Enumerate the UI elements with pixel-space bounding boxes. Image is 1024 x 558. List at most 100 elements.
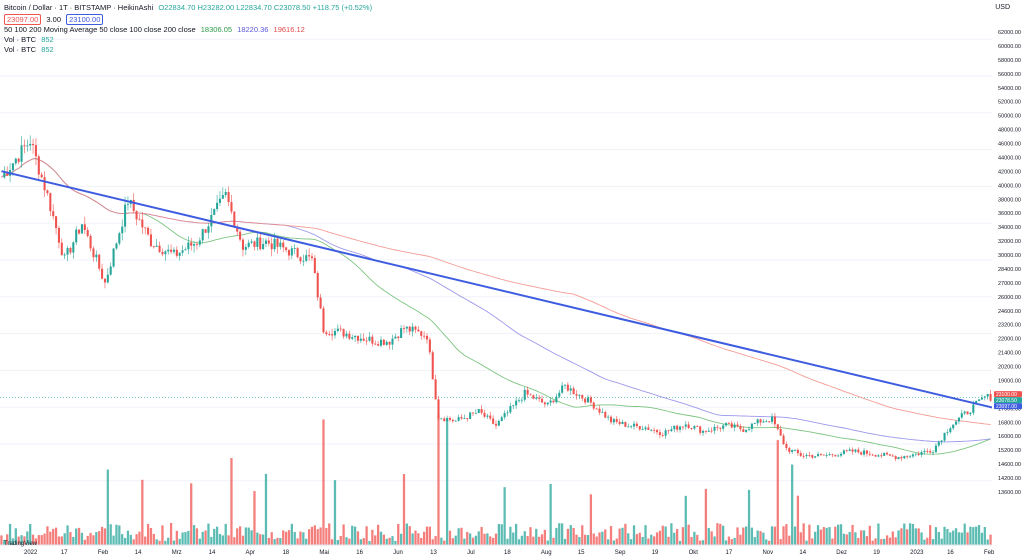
candle-body <box>966 411 969 415</box>
candle-body <box>526 389 529 395</box>
volume-bar <box>710 531 713 545</box>
volume-bar <box>75 528 78 545</box>
volume-bar <box>796 495 800 545</box>
volume-bar <box>558 523 561 545</box>
volume-bar <box>388 537 391 545</box>
volume-bar <box>862 530 866 545</box>
volume-bar <box>839 524 843 545</box>
volume-bar <box>494 533 498 545</box>
volume-bar <box>253 491 256 545</box>
y-tick-label: 50000.00 <box>998 114 1021 120</box>
candle-body <box>690 428 693 429</box>
volume-bar <box>819 529 823 545</box>
candle-body <box>503 413 506 418</box>
volume-bar <box>983 527 986 545</box>
candle-body <box>397 336 400 338</box>
candle-body <box>779 429 782 436</box>
volume-bar <box>118 525 121 545</box>
volume-bar <box>23 536 26 545</box>
candle-body <box>494 423 498 426</box>
candle-body <box>497 421 500 426</box>
volume-bar <box>80 532 84 545</box>
ma-legend[interactable]: 50 100 200 Moving Average 50 close 100 c… <box>4 25 308 35</box>
candle-body <box>632 423 636 427</box>
candle-body <box>474 412 477 414</box>
candle-body <box>756 419 759 424</box>
candle-body <box>290 248 293 256</box>
vol-legend-1[interactable]: Vol · BTC 852 <box>4 35 57 45</box>
volume-bar <box>138 531 141 545</box>
trend-line <box>1 170 1000 411</box>
volume-bar <box>236 528 239 545</box>
volume-bar <box>906 529 909 545</box>
price-axis: 62000.00 60000.00 58000.00 56000.00 54000.00… <box>992 0 1024 558</box>
volume-bar <box>977 525 981 545</box>
volume-bar <box>169 523 173 545</box>
volume-bar <box>348 538 351 545</box>
volume-bar <box>394 540 397 545</box>
candle-body <box>609 416 613 423</box>
ask-price[interactable]: 23100.00 <box>66 14 104 25</box>
volume-bar <box>894 537 897 545</box>
vol-value-2: 852 <box>41 45 54 54</box>
volume-bar <box>900 528 903 545</box>
volume-bar <box>523 531 526 545</box>
candle-body <box>635 423 638 427</box>
candle-body <box>653 429 656 431</box>
candle-body <box>512 405 515 407</box>
candle-body <box>917 453 920 455</box>
y-tick-label: 23200.00 <box>998 323 1021 329</box>
candle-body <box>32 143 35 146</box>
volume-bar <box>207 523 210 545</box>
candle-body <box>655 430 659 433</box>
currency-selector[interactable]: USD <box>995 4 1010 11</box>
candle-body <box>195 244 198 245</box>
candle-body <box>552 400 555 403</box>
candle-body <box>759 419 762 423</box>
volume-bar <box>911 523 915 545</box>
volume-bar <box>471 537 475 545</box>
candle-body <box>719 427 722 429</box>
candle-body <box>886 452 889 455</box>
volume-bar <box>201 531 204 545</box>
volume-bar <box>425 526 429 545</box>
candle-body <box>121 226 124 234</box>
candle-body <box>460 417 463 419</box>
y-tick-label: 20200.00 <box>998 365 1021 371</box>
volume-bar <box>247 527 250 545</box>
candle-body <box>342 329 345 337</box>
volume-bar <box>540 534 544 545</box>
symbol-legend[interactable]: Bitcoin / Dollar · 1T · BITSTAMP · Heiki… <box>4 3 375 13</box>
candle-body <box>213 209 216 215</box>
candle-body <box>489 415 492 419</box>
volume-bar <box>954 528 958 545</box>
volume-bar <box>618 528 621 545</box>
volume-bar <box>676 529 679 545</box>
volume-bar <box>218 534 222 545</box>
volume-bar <box>54 527 58 545</box>
candle-body <box>676 425 679 430</box>
candle-body <box>11 163 14 171</box>
volume-bar <box>805 540 808 545</box>
vol-legend-2[interactable]: Vol · BTC 852 <box>4 45 57 55</box>
candle-body <box>615 419 618 422</box>
volume-bar <box>152 533 155 545</box>
candle-body <box>736 424 739 427</box>
volume-bar <box>739 534 742 545</box>
volume-bar <box>489 536 492 545</box>
candle-body <box>221 195 224 199</box>
volume-bar <box>713 536 716 545</box>
volume-bar <box>960 532 963 545</box>
volume-bar <box>822 527 825 545</box>
y-tick-label: 30000.00 <box>998 253 1021 259</box>
volume-bar <box>828 527 831 545</box>
volume-bar <box>417 533 420 545</box>
volume-bar <box>434 536 437 545</box>
candle-body <box>492 418 495 424</box>
volume-bar <box>290 523 293 545</box>
candle-body <box>937 441 940 446</box>
bid-price[interactable]: 23097.00 <box>4 14 42 25</box>
volume-bar <box>486 533 489 545</box>
volume-bar <box>20 535 23 545</box>
